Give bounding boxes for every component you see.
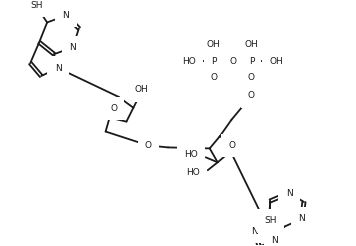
Text: N: N [286,188,292,198]
Text: N: N [251,227,258,236]
Text: N: N [271,236,278,245]
Text: O: O [145,141,152,150]
Text: N: N [54,63,61,73]
Text: O: O [248,91,255,100]
Text: O: O [210,74,217,82]
Text: O: O [228,141,235,150]
Text: O: O [248,74,255,82]
Text: OH: OH [245,40,258,49]
Text: SH: SH [30,1,42,10]
Text: HO: HO [186,168,200,177]
Text: N: N [69,43,76,52]
Text: OH: OH [269,57,283,66]
Text: O: O [110,104,117,113]
Text: OH: OH [135,85,148,94]
Text: HO: HO [184,150,198,159]
Text: OH: OH [207,40,221,49]
Text: SH: SH [264,216,277,225]
Text: HO: HO [182,57,196,66]
Text: P: P [249,57,254,66]
Text: N: N [299,214,305,223]
Text: P: P [211,57,216,66]
Text: N: N [63,11,69,20]
Text: O: O [229,57,236,66]
